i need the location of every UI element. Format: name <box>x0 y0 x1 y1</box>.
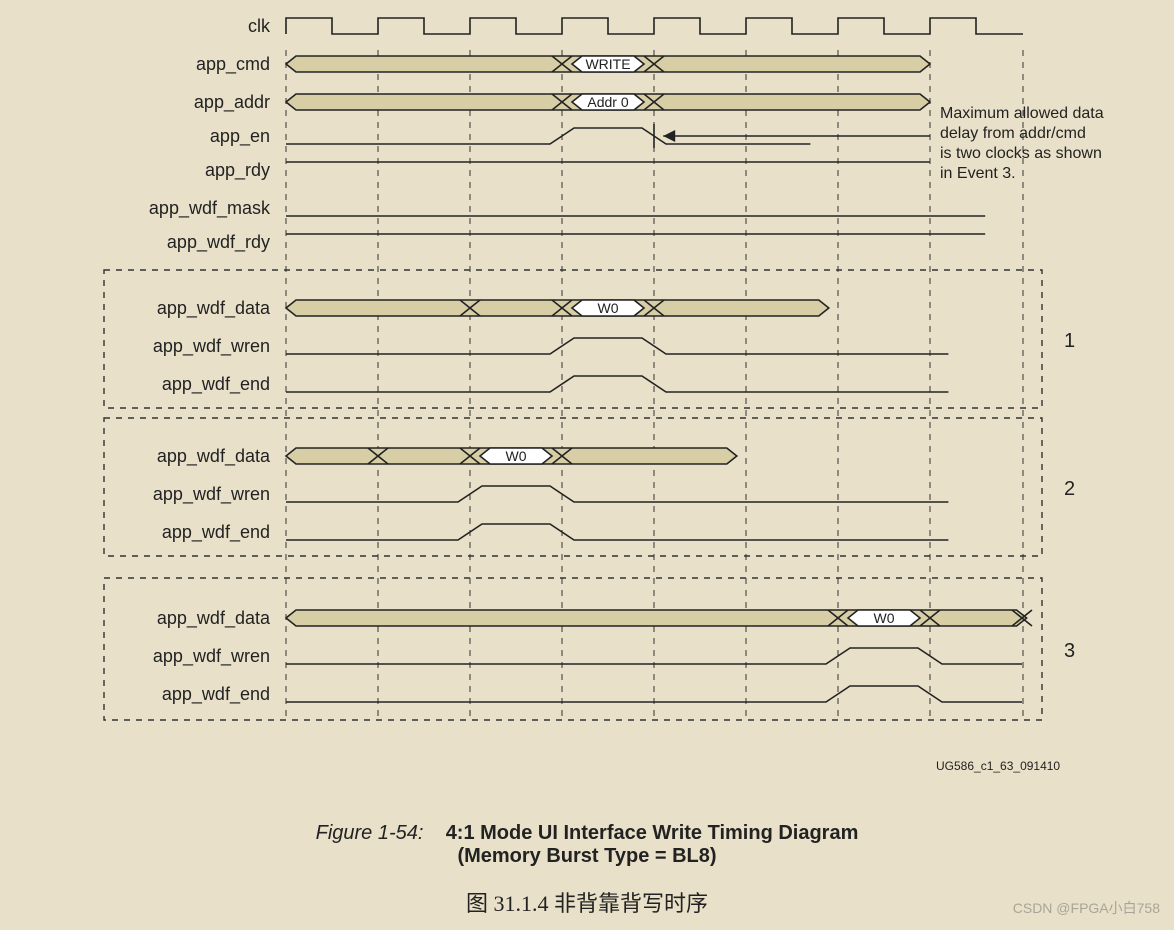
figure-prefix: Figure 1-54: <box>316 822 424 844</box>
figure-title-line2: (Memory Burst Type = BL8) <box>457 845 716 867</box>
svg-text:app_wdf_rdy: app_wdf_rdy <box>167 232 270 253</box>
svg-text:1: 1 <box>1064 330 1075 352</box>
svg-text:app_wdf_data: app_wdf_data <box>157 446 271 467</box>
svg-text:app_wdf_mask: app_wdf_mask <box>149 198 271 219</box>
svg-text:3: 3 <box>1064 640 1075 662</box>
svg-text:app_en: app_en <box>210 126 270 147</box>
watermark: CSDN @FPGA小白758 <box>1013 898 1160 918</box>
svg-text:WRITE: WRITE <box>585 56 630 72</box>
svg-text:app_wdf_data: app_wdf_data <box>157 298 271 319</box>
svg-text:app_wdf_wren: app_wdf_wren <box>153 336 270 357</box>
svg-text:W0: W0 <box>506 448 527 464</box>
figure-title: Figure 1-54: 4:1 Mode UI Interface Write… <box>0 822 1174 868</box>
timing-diagram-svg: clk WRITE app_cmd Addr 0 app_addr app_en app_r… <box>0 0 1174 800</box>
figure-title-line1: 4:1 Mode UI Interface Write Timing Diagr… <box>446 822 859 844</box>
svg-text:W0: W0 <box>874 610 895 626</box>
figure-caption-block: Figure 1-54: 4:1 Mode UI Interface Write… <box>0 822 1174 918</box>
svg-text:app_wdf_wren: app_wdf_wren <box>153 646 270 667</box>
svg-text:UG586_c1_63_091410: UG586_c1_63_091410 <box>936 759 1060 773</box>
svg-text:2: 2 <box>1064 478 1075 500</box>
cn-caption: 图 31.1.4 非背靠背写时序 <box>0 886 1174 918</box>
svg-text:in Event 3.: in Event 3. <box>940 165 1016 182</box>
page-root: clk WRITE app_cmd Addr 0 app_addr app_en app_r… <box>0 0 1174 930</box>
svg-text:app_wdf_wren: app_wdf_wren <box>153 484 270 505</box>
svg-text:clk: clk <box>248 16 271 36</box>
svg-text:app_cmd: app_cmd <box>196 54 270 75</box>
svg-text:app_wdf_end: app_wdf_end <box>162 684 270 705</box>
svg-text:app_wdf_data: app_wdf_data <box>157 608 271 629</box>
svg-text:app_rdy: app_rdy <box>205 160 270 181</box>
svg-text:app_addr: app_addr <box>194 92 270 113</box>
svg-text:is two clocks as shown: is two clocks as shown <box>940 145 1102 162</box>
svg-text:Maximum allowed data: Maximum allowed data <box>940 105 1104 122</box>
svg-text:delay from addr/cmd: delay from addr/cmd <box>940 125 1086 142</box>
svg-text:W0: W0 <box>598 300 619 316</box>
svg-text:app_wdf_end: app_wdf_end <box>162 522 270 543</box>
svg-text:app_wdf_end: app_wdf_end <box>162 374 270 395</box>
svg-text:Addr 0: Addr 0 <box>587 94 628 110</box>
